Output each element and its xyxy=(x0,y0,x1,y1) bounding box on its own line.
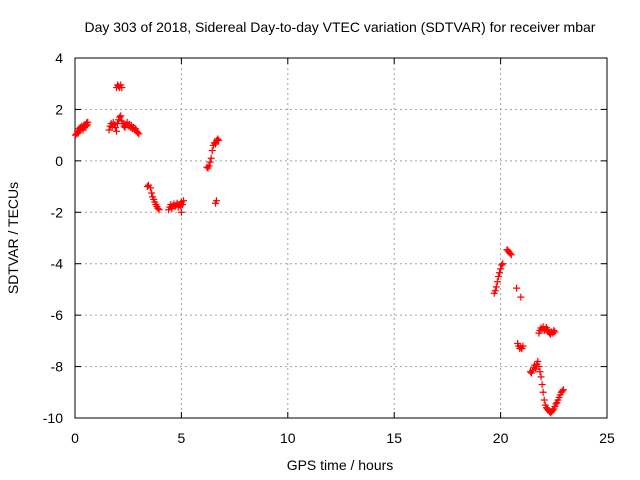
y-tick-label: -2 xyxy=(51,204,64,220)
data-point xyxy=(536,368,544,376)
data-point xyxy=(506,249,514,257)
data-point xyxy=(208,147,216,155)
data-points xyxy=(71,81,567,417)
x-axis-title: GPS time / hours xyxy=(287,457,394,473)
data-point xyxy=(496,269,504,277)
data-point xyxy=(497,265,505,273)
data-point xyxy=(535,363,543,371)
data-point xyxy=(135,130,143,138)
x-tick-label: 5 xyxy=(178,430,186,446)
data-point xyxy=(498,261,506,269)
data-point xyxy=(499,260,507,268)
data-point xyxy=(492,283,500,291)
data-point xyxy=(551,328,559,336)
data-point xyxy=(537,373,545,381)
data-point xyxy=(215,136,223,144)
data-point xyxy=(207,154,215,162)
y-tick-label: 4 xyxy=(55,50,63,66)
data-point xyxy=(211,140,219,148)
x-tick-label: 15 xyxy=(386,430,402,446)
data-point xyxy=(540,396,548,404)
data-point xyxy=(550,327,558,335)
data-point xyxy=(491,287,499,295)
data-point xyxy=(507,251,515,259)
data-point xyxy=(517,293,525,301)
data-point xyxy=(82,122,90,130)
y-tick-label: -6 xyxy=(51,307,64,323)
data-point xyxy=(177,208,185,216)
plot-frame xyxy=(74,57,608,419)
y-tick-label: -4 xyxy=(51,256,64,272)
data-point xyxy=(148,189,156,197)
y-tick-label: -10 xyxy=(43,410,63,426)
data-point xyxy=(519,342,527,350)
data-point xyxy=(549,406,557,414)
x-tick-label: 10 xyxy=(280,430,296,446)
data-point xyxy=(180,197,188,205)
y-tick-label: 0 xyxy=(55,153,63,169)
y-axis-title: SDTVAR / TECUs xyxy=(5,182,21,294)
data-point xyxy=(147,184,155,192)
data-point xyxy=(213,197,221,205)
chart-title: Day 303 of 2018, Sidereal Day-to-day VTE… xyxy=(85,19,596,35)
data-point xyxy=(539,388,547,396)
data-point xyxy=(538,381,546,389)
data-point xyxy=(134,129,142,137)
grid-lines xyxy=(75,58,607,418)
data-point xyxy=(494,273,502,281)
y-tick-label: 2 xyxy=(55,101,63,117)
data-point xyxy=(178,201,186,209)
data-point xyxy=(534,357,542,365)
data-point xyxy=(116,113,124,121)
data-point xyxy=(513,284,521,292)
data-point xyxy=(143,183,151,191)
data-point xyxy=(205,162,213,170)
data-point xyxy=(558,387,566,395)
data-point xyxy=(214,135,222,143)
data-point xyxy=(155,206,163,214)
axis-ticks xyxy=(74,57,608,419)
data-point xyxy=(206,158,214,166)
data-point xyxy=(493,278,501,286)
data-point xyxy=(552,400,560,408)
x-tick-label: 0 xyxy=(71,430,79,446)
x-tick-label: 25 xyxy=(599,430,615,446)
data-point xyxy=(154,204,162,212)
data-point xyxy=(559,386,567,394)
x-tick-label: 20 xyxy=(493,430,509,446)
y-tick-label: -8 xyxy=(51,359,64,375)
data-point xyxy=(111,123,119,131)
data-point xyxy=(118,84,126,92)
data-point xyxy=(112,127,120,135)
data-point xyxy=(84,118,92,126)
data-point xyxy=(117,112,125,120)
